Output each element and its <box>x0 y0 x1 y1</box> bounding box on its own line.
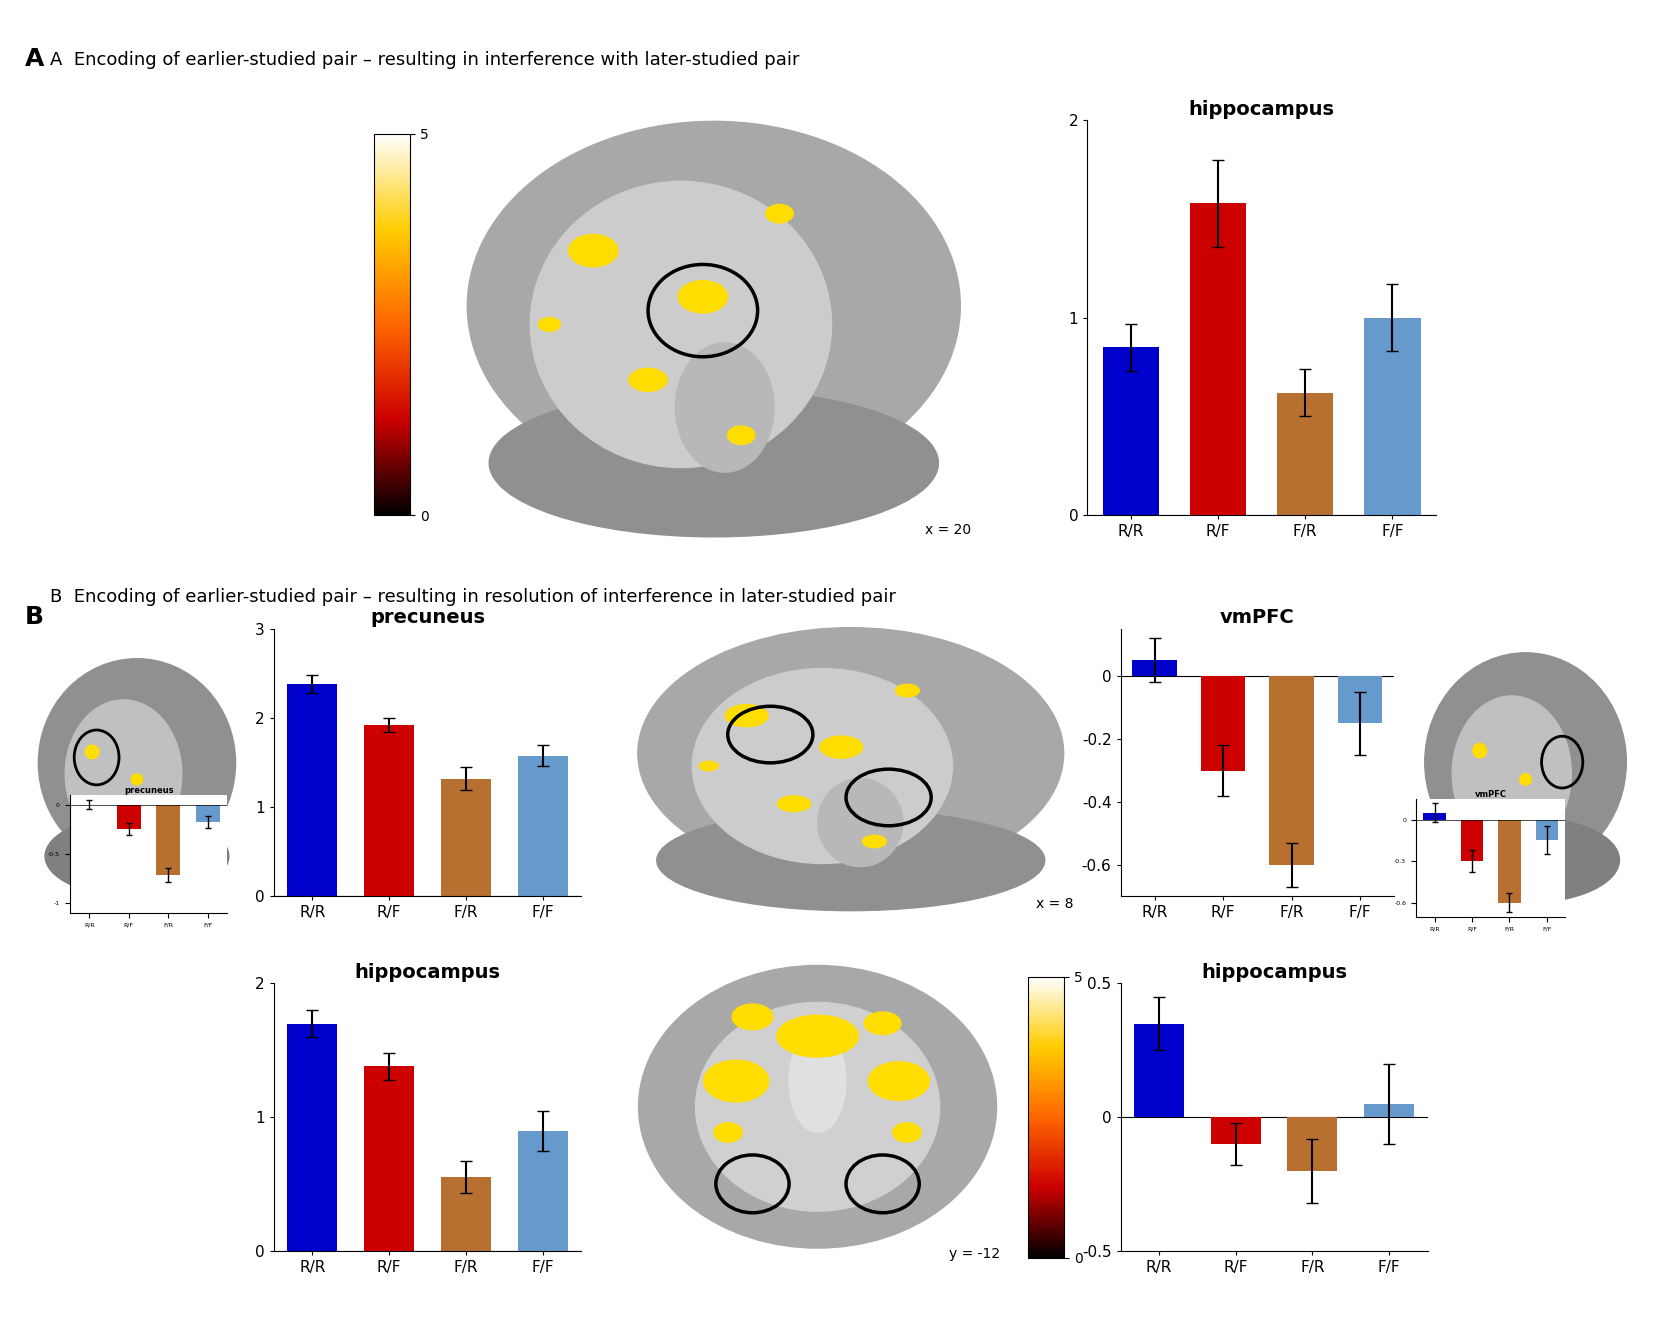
Title: hippocampus: hippocampus <box>1202 963 1346 982</box>
Title: precuneus: precuneus <box>370 609 485 628</box>
Bar <box>1461 820 1484 862</box>
Ellipse shape <box>676 343 774 472</box>
Text: y = -12: y = -12 <box>950 1247 1001 1260</box>
Bar <box>1365 1104 1414 1117</box>
Bar <box>442 779 491 896</box>
Ellipse shape <box>629 368 667 392</box>
Bar <box>1365 318 1421 515</box>
Bar <box>156 804 181 875</box>
Ellipse shape <box>569 234 618 266</box>
Bar <box>1132 661 1177 676</box>
Ellipse shape <box>727 425 755 444</box>
Text: x = 20: x = 20 <box>925 523 971 537</box>
Ellipse shape <box>45 815 229 898</box>
Ellipse shape <box>637 628 1064 879</box>
Ellipse shape <box>704 1060 769 1103</box>
Bar <box>287 684 337 896</box>
Bar <box>1134 1024 1184 1117</box>
Ellipse shape <box>692 669 953 863</box>
Bar <box>364 1066 413 1251</box>
Ellipse shape <box>38 658 236 867</box>
Ellipse shape <box>765 205 793 223</box>
Bar <box>1210 1117 1260 1144</box>
Ellipse shape <box>714 1123 742 1143</box>
Text: A: A <box>25 47 45 71</box>
Bar <box>196 804 219 823</box>
Bar <box>1338 676 1383 724</box>
Ellipse shape <box>538 317 561 332</box>
Title: vmPFC: vmPFC <box>1220 609 1295 628</box>
Ellipse shape <box>65 700 183 848</box>
Text: A  Encoding of earlier-studied pair – resulting in interference with later-studi: A Encoding of earlier-studied pair – res… <box>50 51 800 70</box>
Ellipse shape <box>893 1123 921 1143</box>
Ellipse shape <box>818 779 903 867</box>
Ellipse shape <box>725 705 769 727</box>
Bar <box>518 756 568 896</box>
Bar <box>287 1024 337 1251</box>
Ellipse shape <box>131 773 143 785</box>
Bar <box>1102 348 1159 515</box>
Bar <box>1190 203 1247 515</box>
Ellipse shape <box>777 796 810 812</box>
Text: B: B <box>25 605 43 629</box>
Bar <box>364 725 413 896</box>
Ellipse shape <box>863 835 886 848</box>
Ellipse shape <box>639 966 996 1248</box>
Ellipse shape <box>777 1016 858 1057</box>
Bar <box>1424 812 1446 820</box>
Ellipse shape <box>868 1062 930 1100</box>
Ellipse shape <box>699 761 719 771</box>
Bar <box>1277 393 1333 515</box>
Title: hippocampus: hippocampus <box>355 963 500 982</box>
Ellipse shape <box>788 1030 847 1132</box>
Ellipse shape <box>679 281 727 313</box>
Title: vmPFC: vmPFC <box>1474 789 1507 799</box>
Title: hippocampus: hippocampus <box>1189 100 1335 119</box>
Ellipse shape <box>1424 653 1627 871</box>
Ellipse shape <box>1431 816 1620 903</box>
Ellipse shape <box>1472 744 1487 757</box>
Ellipse shape <box>530 182 832 467</box>
Bar <box>1200 676 1245 771</box>
Ellipse shape <box>1521 773 1531 785</box>
Ellipse shape <box>85 745 100 759</box>
Title: precuneus: precuneus <box>124 785 173 795</box>
Bar <box>1288 1117 1338 1171</box>
Ellipse shape <box>820 736 863 759</box>
Ellipse shape <box>696 1002 940 1211</box>
Bar <box>1270 676 1315 864</box>
Ellipse shape <box>732 1004 774 1030</box>
Ellipse shape <box>468 122 959 491</box>
Bar <box>116 804 141 830</box>
Ellipse shape <box>490 389 938 537</box>
Ellipse shape <box>1452 696 1572 851</box>
Ellipse shape <box>896 684 920 697</box>
Bar <box>1536 820 1557 840</box>
Bar <box>442 1177 491 1251</box>
Text: B  Encoding of earlier-studied pair – resulting in resolution of interference in: B Encoding of earlier-studied pair – res… <box>50 587 896 606</box>
Bar <box>1497 820 1521 903</box>
Text: x = 8: x = 8 <box>1036 896 1072 911</box>
Ellipse shape <box>657 809 1044 911</box>
Ellipse shape <box>865 1012 901 1034</box>
Bar <box>518 1131 568 1251</box>
